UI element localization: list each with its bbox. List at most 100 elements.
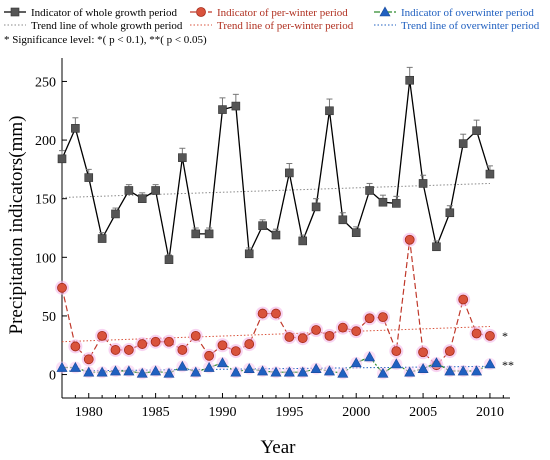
legend-label: Indicator of whole growth period bbox=[31, 7, 178, 19]
data-point bbox=[123, 365, 135, 376]
data-point bbox=[257, 308, 268, 319]
data-point bbox=[137, 194, 147, 203]
data-point bbox=[444, 365, 456, 376]
data-point bbox=[151, 186, 160, 195]
data-point bbox=[97, 330, 108, 341]
y-tick-label: 200 bbox=[35, 134, 56, 149]
y-tick-label: 100 bbox=[35, 251, 56, 266]
data-point bbox=[216, 357, 228, 368]
chart-legend: Indicator of whole growth period Indicato… bbox=[4, 6, 540, 46]
data-point bbox=[445, 208, 455, 218]
data-point bbox=[83, 366, 95, 377]
data-point bbox=[404, 234, 415, 245]
data-point bbox=[485, 169, 495, 179]
data-point bbox=[285, 168, 294, 178]
data-point bbox=[231, 101, 241, 111]
data-point bbox=[178, 153, 187, 162]
data-point bbox=[432, 242, 441, 252]
data-point bbox=[97, 234, 107, 243]
data-point bbox=[457, 365, 469, 376]
data-point bbox=[110, 345, 121, 355]
data-point bbox=[310, 363, 322, 373]
data-point bbox=[350, 357, 362, 368]
data-point bbox=[257, 365, 269, 376]
data-point bbox=[337, 322, 348, 333]
data-point bbox=[392, 199, 401, 208]
data-point bbox=[176, 360, 188, 371]
data-point bbox=[164, 336, 174, 347]
data-point bbox=[71, 124, 80, 133]
data-point bbox=[325, 106, 334, 116]
data-point bbox=[84, 173, 94, 182]
data-point bbox=[244, 249, 254, 259]
data-point bbox=[444, 346, 455, 357]
y-tick-label: 50 bbox=[42, 310, 56, 325]
data-point bbox=[364, 351, 376, 362]
data-point bbox=[111, 209, 120, 219]
x-tick-label: 1990 bbox=[208, 405, 236, 420]
data-point bbox=[484, 358, 496, 369]
x-tick-label: 1985 bbox=[142, 405, 170, 420]
data-point bbox=[190, 366, 202, 377]
legend-label: Trend line of per-winter period bbox=[217, 20, 354, 32]
data-point bbox=[417, 363, 429, 373]
data-point bbox=[391, 346, 402, 357]
data-point bbox=[298, 236, 308, 246]
data-point bbox=[270, 366, 282, 377]
data-point bbox=[338, 215, 348, 225]
data-point bbox=[150, 336, 161, 347]
data-point bbox=[323, 365, 335, 376]
data-point bbox=[311, 202, 321, 212]
plot-area: 0 50 100 150 200 250 1980 1985 1990 1995 2000 2005 2… bbox=[35, 58, 514, 420]
data-point bbox=[311, 325, 321, 335]
data-point bbox=[204, 229, 214, 239]
data-point bbox=[164, 255, 174, 264]
significance-mark: * bbox=[502, 329, 508, 343]
data-point bbox=[243, 363, 255, 373]
data-point bbox=[177, 345, 188, 355]
data-point bbox=[258, 221, 267, 230]
x-tick-label: 1980 bbox=[75, 405, 103, 420]
data-point bbox=[203, 361, 215, 372]
data-point bbox=[190, 330, 201, 341]
data-point bbox=[404, 366, 416, 377]
y-axis-title: Precipitation indicators(mm) bbox=[6, 116, 27, 335]
data-point bbox=[69, 361, 81, 372]
data-point bbox=[230, 366, 242, 377]
data-point bbox=[351, 228, 361, 237]
data-point bbox=[378, 312, 388, 323]
y-tick-label: 0 bbox=[49, 369, 56, 384]
y-tick-label: 250 bbox=[35, 75, 56, 90]
data-point bbox=[458, 139, 468, 148]
data-point bbox=[430, 357, 442, 368]
data-point bbox=[230, 346, 241, 357]
data-point bbox=[137, 339, 148, 349]
data-point bbox=[472, 126, 481, 135]
data-point bbox=[405, 75, 415, 85]
significance-mark: ** bbox=[502, 358, 514, 372]
y-tick-label: 150 bbox=[35, 193, 56, 208]
data-point bbox=[365, 186, 374, 195]
data-point bbox=[96, 366, 108, 377]
data-point bbox=[204, 350, 215, 361]
data-point bbox=[297, 333, 308, 344]
data-point bbox=[378, 197, 388, 207]
data-point bbox=[418, 179, 428, 188]
legend-marker bbox=[196, 7, 206, 17]
data-point bbox=[351, 326, 362, 337]
data-point bbox=[377, 367, 389, 378]
data-point bbox=[471, 365, 483, 376]
data-point bbox=[283, 366, 295, 377]
data-point bbox=[70, 341, 81, 352]
legend-marker bbox=[10, 7, 20, 17]
data-point bbox=[83, 354, 94, 365]
x-axis-title: Year bbox=[260, 437, 296, 458]
data-point bbox=[244, 339, 255, 349]
x-tick-label: 2010 bbox=[476, 405, 504, 420]
data-point bbox=[56, 361, 68, 372]
trend-line bbox=[61, 325, 490, 343]
legend-label: Indicator of overwinter period bbox=[401, 7, 534, 19]
data-point bbox=[297, 366, 309, 377]
data-point bbox=[217, 340, 228, 351]
